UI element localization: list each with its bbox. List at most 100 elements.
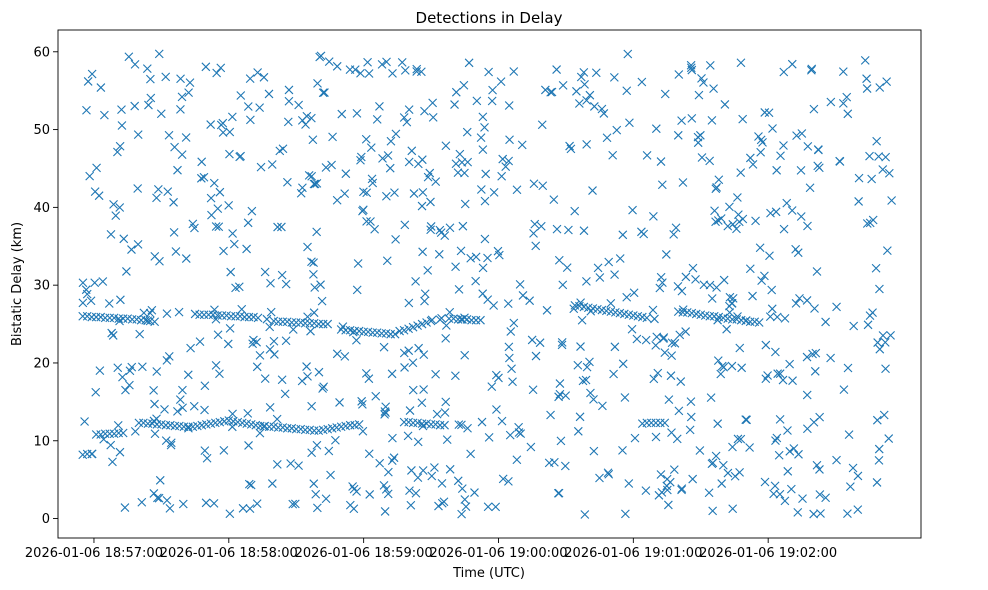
- noise-point: [229, 239, 239, 249]
- noise-point: [262, 314, 272, 324]
- noise-point: [428, 98, 438, 108]
- noise-point: [450, 100, 459, 109]
- noise-point: [629, 288, 639, 298]
- noise-point: [249, 335, 258, 345]
- noise-point: [588, 186, 597, 195]
- noise-point: [162, 356, 172, 365]
- noise-point: [133, 184, 143, 193]
- track-point: [91, 430, 101, 439]
- noise-point: [301, 120, 310, 129]
- noise-point: [839, 385, 849, 394]
- track-point: [300, 425, 310, 435]
- noise-point: [466, 449, 476, 459]
- noise-point: [215, 369, 224, 379]
- noise-point: [719, 362, 729, 372]
- noise-point: [476, 133, 486, 142]
- noise-point: [471, 276, 481, 286]
- noise-point: [649, 374, 659, 384]
- noise-point: [776, 151, 785, 161]
- noise-point: [577, 315, 587, 325]
- noise-point: [400, 65, 410, 75]
- noise-point: [111, 211, 121, 220]
- noise-point: [812, 267, 822, 276]
- x-tick-label: 2026-01-06 19:02:00: [699, 546, 837, 561]
- noise-point: [312, 440, 322, 450]
- noise-point: [575, 412, 585, 422]
- x-tick-label: 2026-01-06 19:01:00: [564, 546, 702, 561]
- noise-point: [506, 327, 516, 336]
- noise-point: [589, 446, 599, 456]
- noise-point: [243, 408, 253, 418]
- noise-point: [219, 246, 228, 256]
- noise-point: [423, 266, 433, 275]
- noise-point: [741, 415, 751, 424]
- noise-point: [787, 206, 797, 215]
- noise-point: [108, 331, 118, 340]
- track-point: [136, 315, 146, 325]
- noise-point: [118, 372, 127, 382]
- noise-point: [332, 61, 342, 71]
- noise-point: [871, 263, 881, 273]
- noise-point: [606, 298, 616, 308]
- noise-point: [783, 426, 792, 435]
- noise-point: [595, 473, 604, 483]
- noise-point: [657, 180, 667, 190]
- noise-point: [417, 155, 427, 165]
- noise-point: [284, 96, 294, 106]
- noise-point: [882, 246, 892, 256]
- noise-point: [504, 156, 514, 166]
- noise-point: [456, 246, 466, 256]
- track-point: [727, 315, 737, 324]
- noise-point: [878, 165, 888, 174]
- noise-point: [264, 89, 274, 99]
- noise-point: [146, 93, 156, 103]
- noise-point: [650, 314, 659, 324]
- noise-point: [466, 253, 476, 263]
- noise-point: [504, 353, 514, 363]
- track-point: [273, 317, 283, 327]
- noise-point: [255, 350, 265, 360]
- noise-point: [454, 420, 464, 430]
- noise-point: [381, 191, 391, 201]
- noise-point: [272, 460, 282, 469]
- noise-point: [653, 368, 663, 378]
- noise-point: [90, 278, 100, 288]
- noise-point: [340, 352, 350, 361]
- noise-point: [757, 276, 767, 285]
- noise-point: [537, 120, 547, 130]
- noise-point: [483, 253, 492, 263]
- noise-point: [809, 104, 819, 114]
- track-point: [305, 318, 315, 328]
- noise-point: [311, 489, 321, 499]
- noise-point: [387, 369, 397, 379]
- noise-point: [874, 455, 884, 465]
- noise-point: [437, 313, 446, 323]
- noise-point: [862, 74, 871, 84]
- noise-point: [440, 231, 450, 240]
- noise-point: [780, 313, 790, 323]
- noise-point: [736, 434, 746, 444]
- noise-point: [225, 324, 235, 333]
- noise-point: [211, 222, 221, 231]
- noise-point: [760, 271, 769, 281]
- noise-point: [540, 85, 550, 95]
- noise-point: [670, 338, 680, 348]
- noise-point: [492, 405, 501, 414]
- noise-point: [420, 296, 429, 306]
- noise-point: [766, 208, 775, 218]
- noise-point: [531, 351, 541, 361]
- noise-point: [812, 460, 822, 470]
- track-point: [354, 420, 364, 429]
- track-point: [273, 423, 283, 432]
- track-point: [314, 319, 324, 329]
- noise-point: [505, 430, 515, 440]
- noise-point: [209, 178, 219, 188]
- noise-point: [364, 69, 374, 78]
- noise-point: [328, 132, 337, 142]
- noise-point: [375, 101, 384, 111]
- noise-point: [737, 363, 747, 373]
- noise-point: [581, 375, 591, 385]
- noise-point: [504, 342, 514, 352]
- noise-point: [380, 410, 390, 419]
- noise-point: [237, 304, 247, 314]
